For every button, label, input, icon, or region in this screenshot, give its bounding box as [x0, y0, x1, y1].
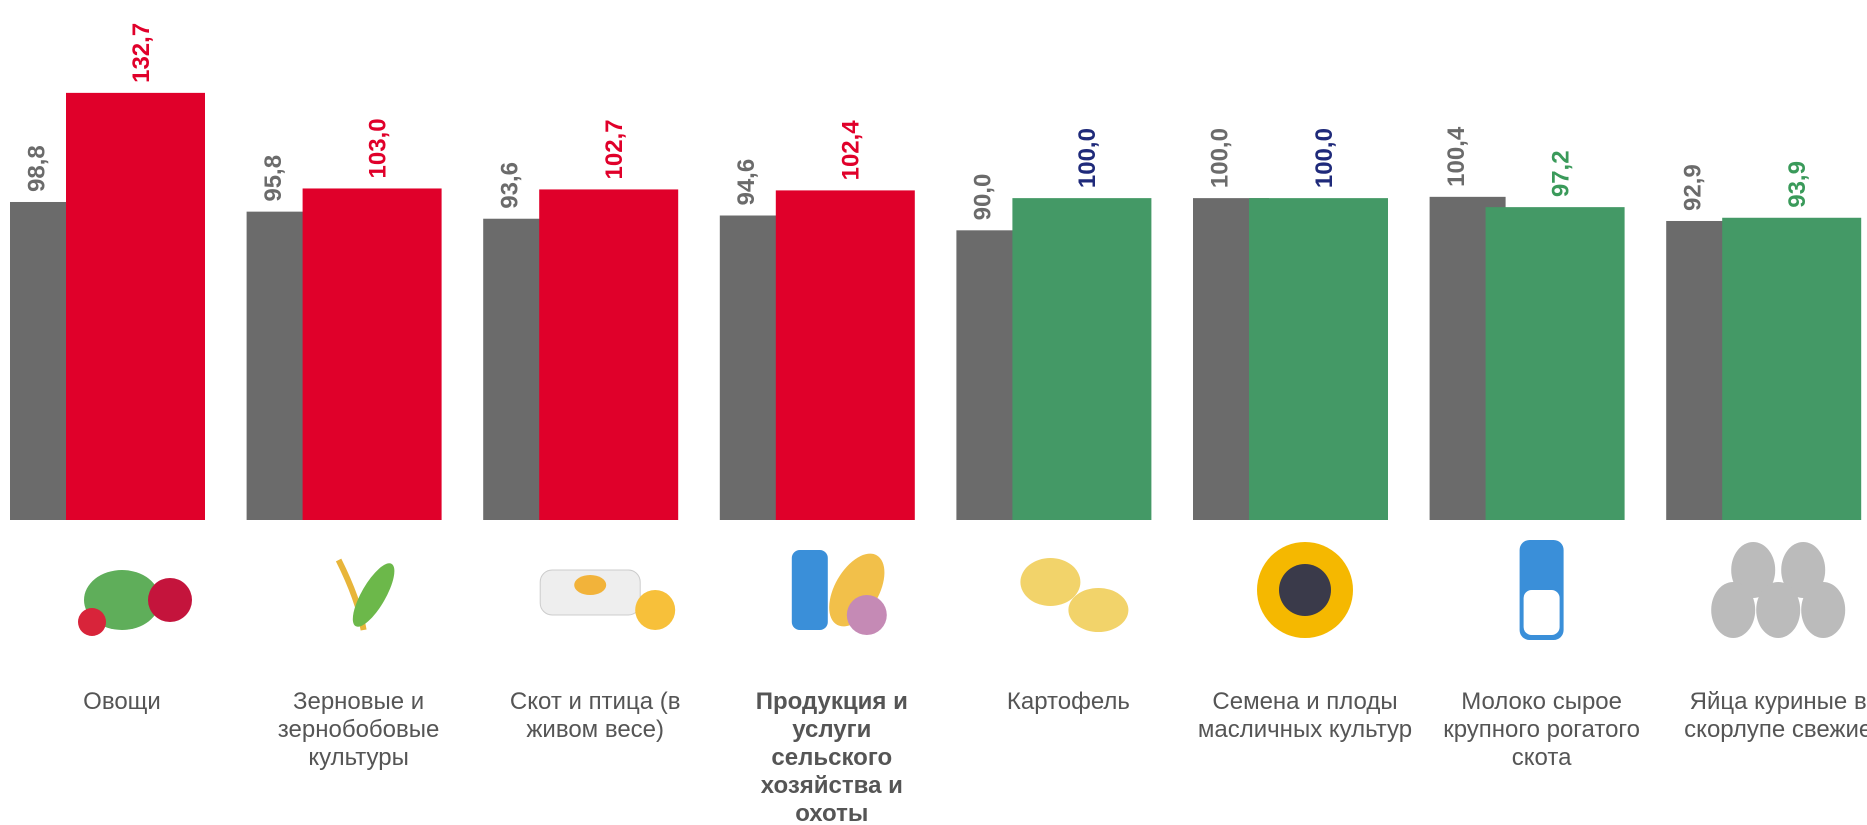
value-label: 90,0 — [970, 174, 997, 221]
category-icon — [540, 570, 675, 630]
chart: 98,8 132,7 95,8 103,0 93,6 102,7 94,6 102,4 90,0… — [0, 0, 1867, 825]
value-label: 102,7 — [601, 119, 628, 179]
value-label: 102,4 — [838, 120, 865, 181]
value-label: 97,2 — [1547, 150, 1574, 197]
bar — [303, 188, 442, 520]
icon — [1524, 590, 1560, 635]
icon — [1279, 564, 1331, 616]
category-label: Молоко сырое крупного рогатого скота — [1432, 688, 1652, 772]
value-label: 93,6 — [497, 162, 524, 209]
category-label: Продукция и услуги сельского хозяйства и… — [752, 688, 912, 825]
bar — [66, 93, 205, 520]
category-label: Зерновые и зернобобовые культуры — [249, 688, 469, 772]
value-label: 92,9 — [1680, 164, 1707, 211]
icon — [792, 550, 828, 630]
value-label: 100,0 — [1074, 128, 1101, 188]
value-label: 103,0 — [364, 118, 391, 178]
icon — [847, 595, 887, 635]
icon — [78, 608, 106, 636]
category-label: Картофель — [958, 688, 1178, 716]
category-icon — [792, 544, 896, 635]
bar — [1486, 207, 1625, 520]
bar — [776, 190, 915, 520]
bar — [1012, 198, 1151, 520]
value-label: 94,6 — [733, 159, 760, 206]
icon — [1020, 558, 1080, 606]
value-label: 100,0 — [1206, 128, 1233, 188]
bar — [1249, 198, 1388, 520]
bar — [539, 189, 678, 520]
bar — [1722, 218, 1861, 520]
icon — [1068, 588, 1128, 632]
value-label: 132,7 — [128, 23, 155, 83]
icon — [635, 590, 675, 630]
category-label: Овощи — [12, 688, 232, 716]
category-icon — [1020, 558, 1128, 632]
category-icon — [78, 570, 192, 636]
icon — [1756, 582, 1800, 638]
value-label: 100,0 — [1311, 128, 1338, 188]
icon — [1801, 582, 1845, 638]
value-label: 95,8 — [260, 155, 287, 202]
icon — [148, 578, 192, 622]
category-label: Семена и плоды масличных культур — [1195, 688, 1415, 744]
icon — [1711, 582, 1755, 638]
category-label: Яйца куриные в скорлупе свежие — [1668, 688, 1867, 744]
category-icon — [1257, 542, 1353, 638]
category-label: Скот и птица (в живом весе) — [485, 688, 705, 744]
value-label: 93,9 — [1784, 161, 1811, 208]
value-label: 100,4 — [1443, 126, 1470, 187]
category-icon — [1711, 542, 1845, 638]
category-icon — [339, 558, 402, 632]
category-icon — [1520, 540, 1564, 640]
icon — [574, 575, 606, 595]
value-label: 98,8 — [23, 145, 50, 192]
